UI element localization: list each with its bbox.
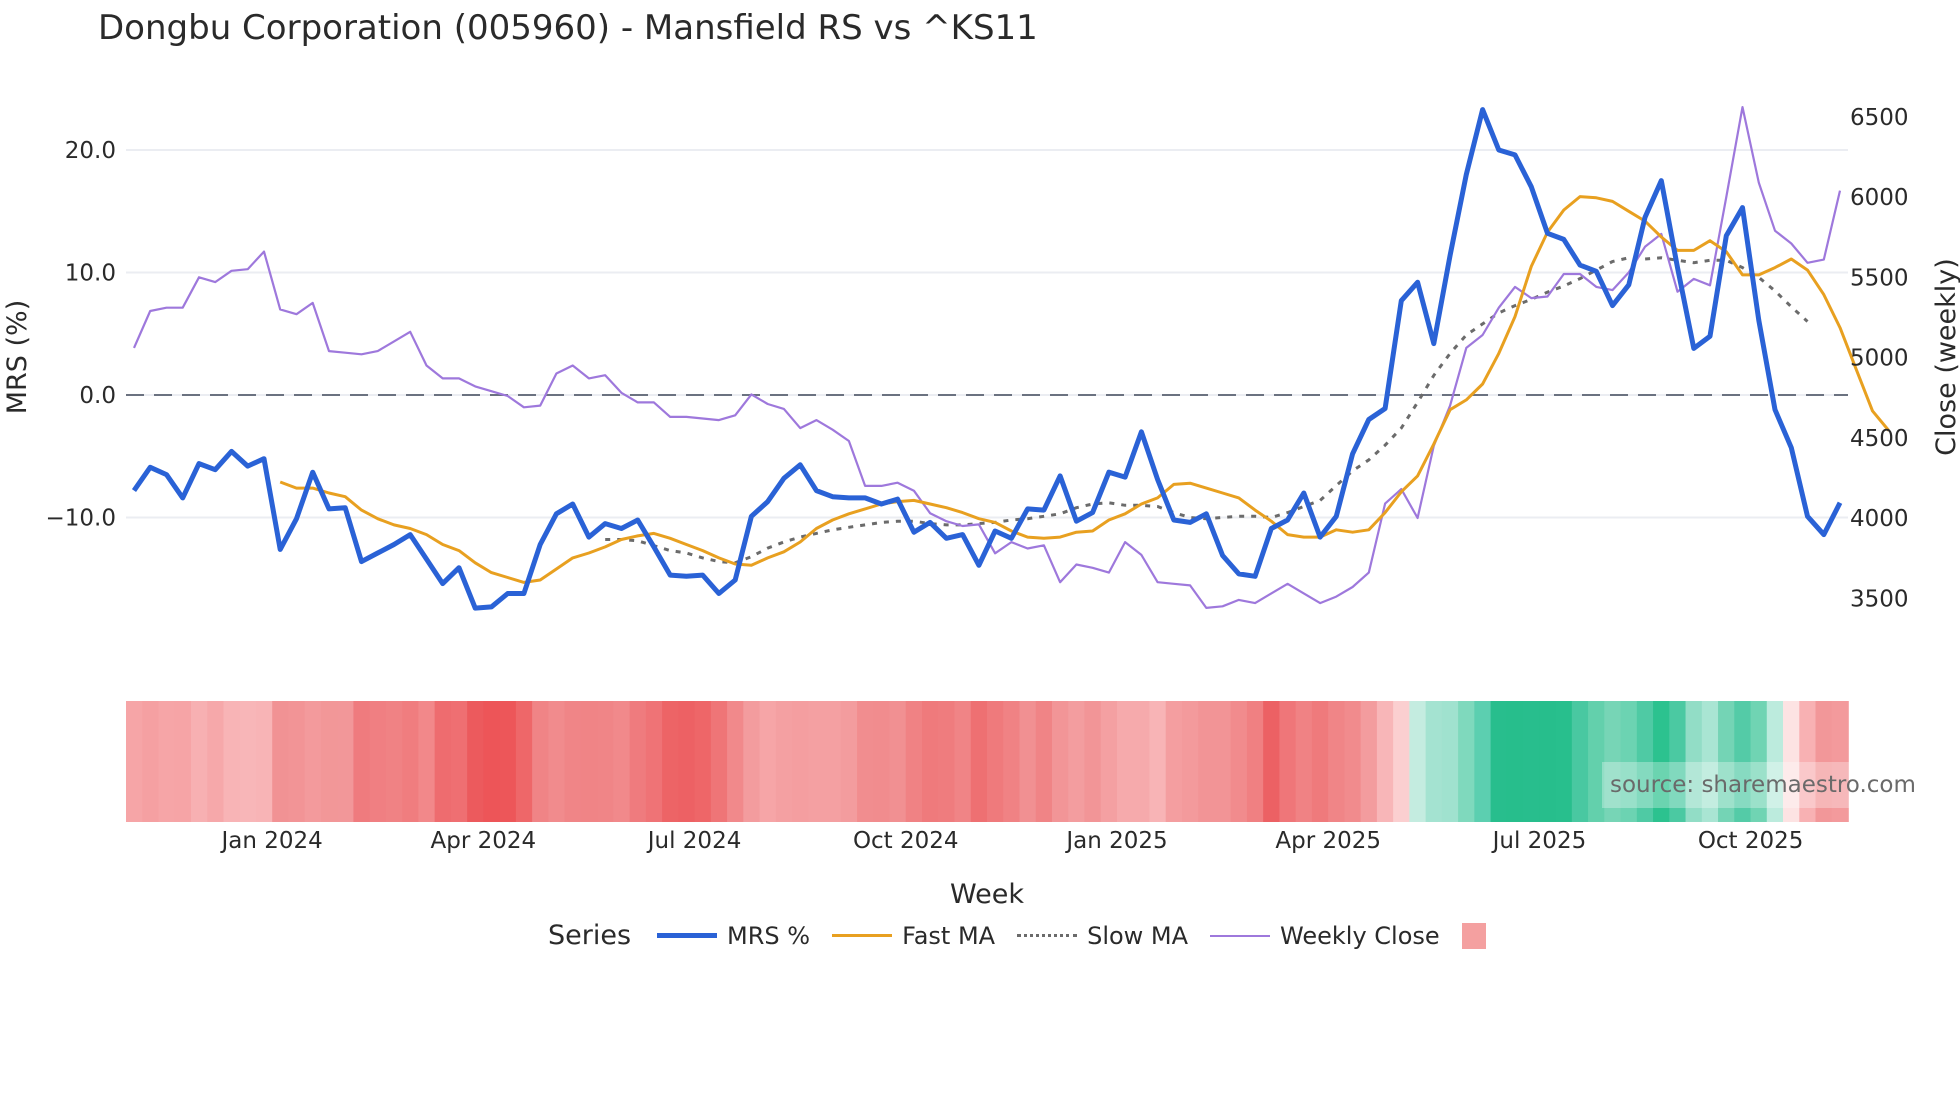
svg-text:Week: Week: [950, 879, 1024, 910]
svg-text:Jan 2024: Jan 2024: [219, 828, 322, 854]
axes-labels: 20.0 10.0 0.0 −10.0 6500 6000 5500 5000 4500 4000…: [2, 105, 1960, 910]
svg-text:20.0: 20.0: [65, 138, 116, 164]
weekly-close-line-swatch-icon: [1210, 934, 1271, 937]
svg-text:Oct 2025: Oct 2025: [1698, 828, 1804, 854]
mrs-line-swatch-icon: [657, 933, 718, 938]
mrs-heatmap-strip: [126, 701, 1849, 822]
legend-item-weekly-close[interactable]: Weekly Close: [1210, 922, 1440, 950]
svg-text:6000: 6000: [1850, 185, 1909, 211]
slow-ma-line-swatch-icon: [1017, 934, 1078, 937]
legend-label: Weekly Close: [1280, 921, 1440, 950]
svg-text:0.0: 0.0: [79, 383, 116, 409]
svg-text:10.0: 10.0: [65, 261, 116, 287]
heatmap-swatch-icon: [1461, 922, 1486, 949]
svg-text:−10.0: −10.0: [46, 506, 116, 532]
mrs-line: [131, 107, 1843, 611]
legend-label: Slow MA: [1087, 921, 1189, 950]
svg-text:Jul 2024: Jul 2024: [646, 828, 742, 854]
legend-label: MRS %: [727, 921, 811, 950]
svg-text:4000: 4000: [1850, 506, 1909, 532]
svg-text:Jan 2025: Jan 2025: [1064, 828, 1167, 854]
svg-text:Jul 2025: Jul 2025: [1491, 828, 1587, 854]
svg-text:5000: 5000: [1850, 346, 1909, 372]
svg-text:Apr 2024: Apr 2024: [431, 828, 537, 854]
source-watermark: source: sharemaestro.com: [1602, 762, 1916, 808]
fast-ma-line-swatch-icon: [832, 934, 893, 937]
series-lines: [131, 105, 1890, 611]
svg-text:4500: 4500: [1850, 426, 1909, 452]
svg-text:MRS (%): MRS (%): [2, 300, 33, 415]
svg-text:Oct 2024: Oct 2024: [853, 828, 959, 854]
legend-title: Series: [548, 920, 632, 951]
legend-label: Fast MA: [902, 921, 996, 950]
weekly-closeline: [132, 105, 1842, 610]
legend-item-fast-ma[interactable]: Fast MA: [832, 922, 995, 950]
legend-item-heatmap[interactable]: [1461, 922, 1486, 949]
chart-title: Dongbu Corporation (005960) - Mansfield …: [98, 8, 1038, 48]
svg-text:Apr 2025: Apr 2025: [1275, 828, 1381, 854]
fast-maline: [279, 195, 1890, 584]
legend-item-slow-ma[interactable]: Slow MA: [1017, 922, 1188, 950]
svg-text:3500: 3500: [1850, 586, 1909, 612]
legend: Series MRS % Fast MA Slow MA Weekly Clos…: [548, 920, 1508, 951]
svg-text:Close (weekly): Close (weekly): [1931, 258, 1960, 456]
svg-text:6500: 6500: [1850, 105, 1909, 131]
svg-text:5500: 5500: [1850, 265, 1909, 291]
gridlines: [126, 149, 1848, 519]
legend-item-mrs[interactable]: MRS %: [657, 922, 810, 950]
